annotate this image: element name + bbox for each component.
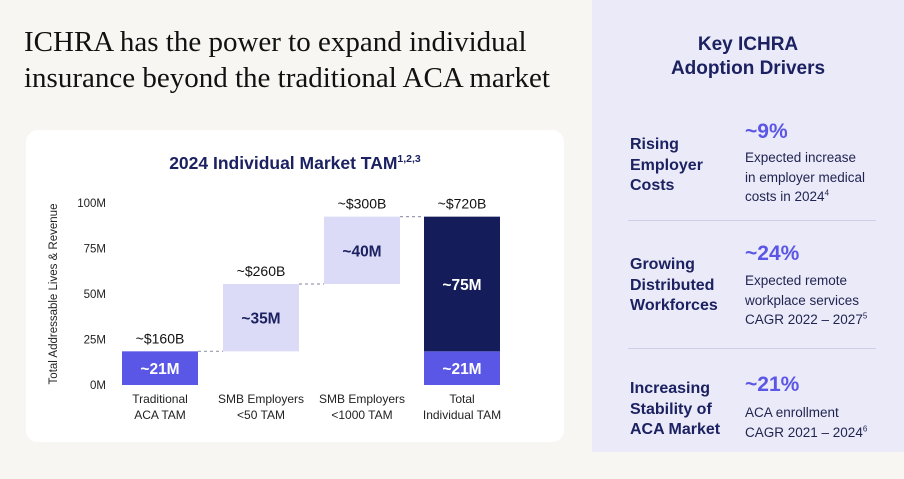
driver-label-line: Growing — [630, 256, 695, 273]
panel-title-line-1: Key ICHRA — [697, 34, 799, 55]
y-tick-label: 75M — [84, 244, 106, 256]
bar-top-label: ~$260B — [237, 263, 286, 279]
driver-increasing-stability: Increasing Stability of ACA Market ~21% … — [630, 373, 890, 479]
chart-card: 2024 Individual Market TAM1,2,3 Total Add… — [26, 130, 564, 442]
driver-stat: ~21% — [745, 373, 800, 396]
driver-desc-line: CAGR 2021 – 20246 — [745, 423, 890, 443]
driver-desc-line: CAGR 2022 – 20275 — [745, 310, 890, 330]
driver-description: Expected increase in employer medical co… — [745, 148, 890, 207]
chart-title: 2024 Individual Market TAM1,2,3 — [169, 153, 421, 173]
bar-top-label: ~$720B — [438, 196, 487, 212]
page-headline: ICHRA has the power to expand individual… — [24, 26, 550, 94]
driver-stat: ~9% — [745, 120, 788, 143]
divider — [628, 220, 876, 221]
x-category-label: <50 TAM — [237, 408, 285, 422]
driver-desc-text: CAGR 2021 – 2024 — [745, 424, 863, 440]
driver-stat: ~24% — [745, 242, 800, 265]
driver-label-line: Stability of — [630, 400, 712, 418]
bar-value-label: ~21M — [442, 361, 481, 378]
bar-top-label: ~$300B — [338, 196, 387, 212]
x-category-label: Individual TAM — [423, 408, 501, 422]
driver-description: Expected remote workplace services CAGR … — [745, 271, 890, 330]
driver-rising-employer-costs: Rising Employer Costs ~9% Expected incre… — [630, 120, 890, 235]
x-category-label: Total — [449, 392, 474, 406]
divider — [628, 348, 876, 349]
driver-label: Increasing Stability of ACA Market — [630, 379, 730, 441]
footnote-ref: 4 — [824, 188, 830, 198]
footnote-ref: 5 — [862, 311, 868, 321]
adoption-drivers-panel: Key ICHRA Adoption Drivers Rising Employ… — [592, 0, 904, 452]
y-tick-label: 100M — [77, 198, 106, 210]
x-category-label: Traditional — [132, 392, 188, 406]
driver-desc-line: Expected remote — [745, 273, 848, 288]
x-category-label: <1000 TAM — [331, 408, 392, 422]
y-tick-label: 0M — [90, 380, 106, 392]
driver-label: Rising Employer Costs — [630, 135, 730, 197]
driver-desc-text: costs in 2024 — [745, 189, 825, 204]
waterfall-chart: 2024 Individual Market TAM1,2,3 Total Add… — [48, 153, 501, 422]
x-category-label: SMB Employers — [218, 392, 304, 406]
driver-label-line: ACA Market — [630, 421, 721, 438]
driver-label-line: Employer — [630, 156, 703, 174]
driver-label-line: Rising — [630, 136, 679, 153]
bar-segment — [424, 351, 500, 385]
driver-label-line: Distributed — [630, 276, 715, 294]
bar-segment — [223, 283, 299, 352]
driver-desc-text: CAGR 2022 – 2027 — [745, 312, 863, 327]
bar-segment — [122, 351, 198, 385]
driver-label-line: Increasing — [630, 380, 711, 397]
driver-desc-line: Expected increase — [745, 150, 857, 165]
bar-value-label: ~21M — [140, 361, 179, 378]
bar-value-label: ~35M — [241, 311, 280, 328]
driver-desc-line: ACA enrollment — [745, 405, 839, 420]
y-axis-title: Total Addressable Lives & Revenue — [48, 204, 60, 385]
driver-growing-distributed-workforces: Growing Distributed Workforces ~24% Expe… — [630, 242, 890, 355]
chart-title-superscript: 1,2,3 — [397, 153, 421, 165]
bar-top-label: ~$160B — [136, 330, 185, 346]
panel-title: Key ICHRA Adoption Drivers — [592, 33, 904, 81]
x-category-label: SMB Employers — [319, 392, 405, 406]
bar-value-label: ~75M — [442, 277, 481, 294]
driver-desc-line: workplace services — [745, 292, 860, 308]
driver-description: ACA enrollment CAGR 2021 – 20246 — [745, 403, 890, 442]
y-tick-label: 50M — [84, 289, 106, 301]
x-category-label: ACA TAM — [134, 408, 186, 422]
chart-title-text: 2024 Individual Market TAM — [169, 153, 397, 173]
footnote-ref: 6 — [862, 424, 868, 433]
driver-desc-line: in employer medical — [745, 169, 866, 185]
bar-value-label: ~40M — [342, 243, 381, 260]
panel-title-line-2: Adoption Drivers — [670, 58, 826, 79]
bar-segment — [424, 216, 500, 352]
driver-label: Growing Distributed Workforces — [630, 255, 730, 317]
bar-segment — [324, 216, 400, 284]
driver-label-line: Costs — [630, 177, 675, 194]
y-tick-label: 25M — [84, 335, 106, 347]
driver-label-line: Workforces — [630, 297, 718, 314]
driver-desc-line: costs in 20244 — [745, 187, 890, 207]
